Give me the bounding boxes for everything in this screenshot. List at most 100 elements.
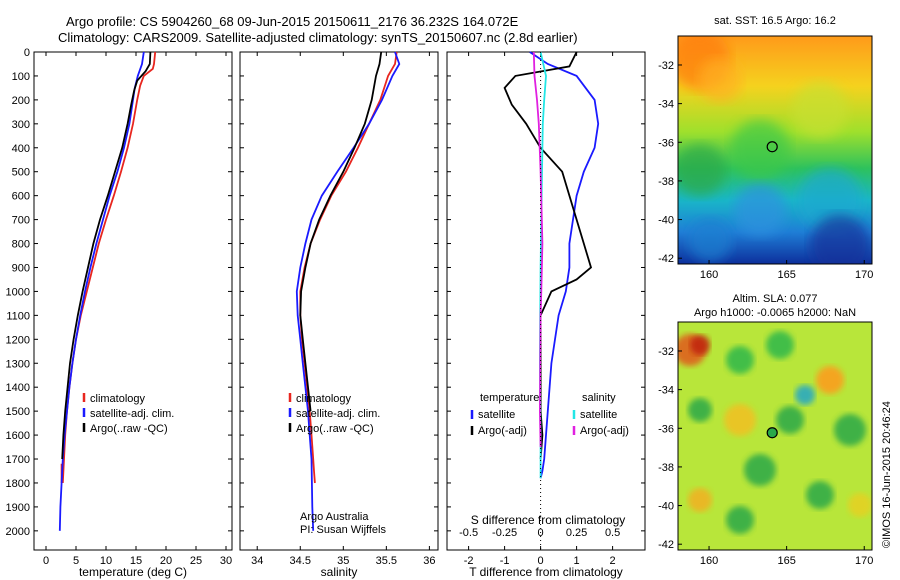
x-axis-label: salinity <box>321 565 358 579</box>
map-x-tick-label: 160 <box>700 269 718 281</box>
sst-patch <box>734 184 786 236</box>
legend-label: Argo(-adj) <box>580 425 629 437</box>
series-line-argo-raw-qc- <box>299 51 383 412</box>
x-tick-label: 15 <box>130 555 142 567</box>
argo-position-marker <box>766 141 778 153</box>
panel-frame-2 <box>446 51 646 551</box>
y-tick-label: 1900 <box>6 502 30 514</box>
y-tick-label: 1400 <box>6 382 30 394</box>
legend-label: satellite <box>580 409 617 421</box>
x-tick-label: 2 <box>610 555 616 567</box>
x-tick-label: 20 <box>160 555 172 567</box>
x-axis-label: temperature (deg C) <box>79 565 187 579</box>
map-y-tick-label: -38 <box>658 176 674 188</box>
y-tick-label: 100 <box>12 71 30 83</box>
figure-title-line2: Climatology: CARS2009. Satellite-adjuste… <box>58 30 578 45</box>
sst-patch <box>792 82 848 138</box>
map-y-tick-label: -36 <box>658 423 674 435</box>
x-tick-label: 1 <box>574 555 580 567</box>
map-x-tick-label: 160 <box>700 555 718 567</box>
sla-patch <box>848 493 872 517</box>
y-tick-label: 1700 <box>6 454 30 466</box>
legend-label: satellite-adj. clim. <box>90 408 174 420</box>
y-tick-label: 1600 <box>6 430 30 442</box>
legend-label: climatology <box>90 393 146 405</box>
legend-group-title: salinity <box>582 392 616 404</box>
y-tick-label: 0 <box>24 47 30 59</box>
sla-patch <box>834 414 866 446</box>
map-y-tick-label: -40 <box>658 501 674 513</box>
top-tick-label: 0 <box>538 527 544 539</box>
map-x-tick-label: 170 <box>855 269 873 281</box>
x-axis-label: T difference from climatology <box>469 565 623 579</box>
sla-map-field <box>678 322 872 550</box>
top-tick-label: -0.25 <box>492 527 517 539</box>
x-tick-label: 5 <box>73 555 79 567</box>
y-tick-label: 1000 <box>6 286 30 298</box>
sla-patch <box>795 385 815 405</box>
top-axis-label: S difference from climatology <box>471 513 626 527</box>
sla-patch <box>688 398 712 422</box>
legend-label: satellite <box>478 409 515 421</box>
x-tick-label: 35.5 <box>376 555 397 567</box>
annotation-line: Argo Australia <box>300 511 369 523</box>
y-tick-label: 1100 <box>6 310 30 322</box>
series-line-argo-raw-qc- <box>61 51 152 460</box>
series-line-satellite-adj-clim- <box>295 51 401 531</box>
x-tick-label: -2 <box>464 555 474 567</box>
legend-label: Argo(..raw -QC) <box>90 423 168 435</box>
top-tick-label: -0.5 <box>459 527 478 539</box>
sla-patch <box>724 404 756 436</box>
series-line-satellite-adj-clim- <box>58 51 145 531</box>
sla-patch <box>744 454 776 486</box>
map-y-tick-label: -32 <box>658 346 674 358</box>
legend-label: Argo(..raw -QC) <box>296 423 374 435</box>
map-frame <box>677 35 873 265</box>
x-tick-label: 0 <box>538 555 544 567</box>
x-tick-label: 30 <box>220 555 232 567</box>
map-y-tick-label: -38 <box>658 462 674 474</box>
map-frame <box>677 321 873 551</box>
sla-patch <box>766 331 794 359</box>
map-y-tick-label: -36 <box>658 137 674 149</box>
figure-title-line1: Argo profile: CS 5904260_68 09-Jun-2015 … <box>66 14 519 29</box>
legend-label: satellite-adj. clim. <box>296 408 380 420</box>
sla-patch <box>816 366 844 394</box>
y-tick-label: 1200 <box>6 334 30 346</box>
y-tick-label: 700 <box>12 215 30 227</box>
y-tick-label: 1800 <box>6 478 30 490</box>
sst-patch <box>688 218 732 262</box>
x-tick-label: 36 <box>423 555 435 567</box>
sla-patch <box>726 346 754 374</box>
sst-patch <box>730 120 790 180</box>
sst-patch <box>810 215 870 264</box>
map-subtitle: Argo h1000: -0.0065 h2000: NaN <box>694 307 856 319</box>
map-y-tick-label: -42 <box>658 253 674 265</box>
series-line-salinity-argo-adj- <box>532 51 544 448</box>
sst-patch <box>698 58 742 102</box>
annotation-line: PI: Susan Wijffels <box>300 524 386 536</box>
argo-position-marker <box>766 427 778 439</box>
sla-patch <box>776 406 804 434</box>
y-tick-label: 300 <box>12 119 30 131</box>
y-tick-label: 1300 <box>6 358 30 370</box>
map-y-tick-label: -40 <box>658 215 674 227</box>
x-tick-label: 0 <box>43 555 49 567</box>
map-y-tick-label: -42 <box>658 539 674 551</box>
map-title: Altim. SLA: 0.077 <box>733 293 818 305</box>
map-y-tick-label: -34 <box>658 385 674 397</box>
y-tick-label: 900 <box>12 262 30 274</box>
legend-label: Argo(-adj) <box>478 425 527 437</box>
legend-label: climatology <box>296 393 352 405</box>
y-tick-label: 1500 <box>6 406 30 418</box>
map-x-tick-label: 170 <box>855 555 873 567</box>
copyright-note: ©IMOS 16-Jun-2015 20:46:24 <box>881 401 893 548</box>
y-tick-label: 500 <box>12 167 30 179</box>
y-tick-label: 400 <box>12 143 30 155</box>
sla-patch <box>726 506 754 534</box>
y-tick-label: 800 <box>12 239 30 251</box>
sst-map-field <box>678 36 872 264</box>
x-tick-label: 34.5 <box>290 555 311 567</box>
sla-patch <box>688 488 712 512</box>
